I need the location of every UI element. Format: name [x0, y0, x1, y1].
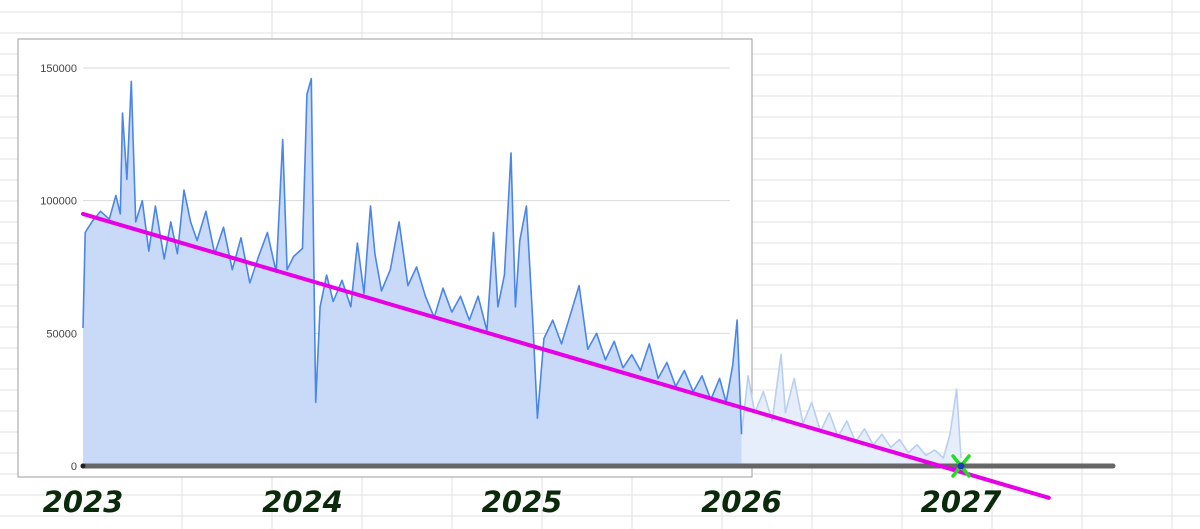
- actual-line: [82, 77, 743, 435]
- year-label-2024: 2024: [262, 485, 343, 519]
- trend-line-stroke: [81, 211, 1051, 500]
- actual-series: [82, 77, 743, 466]
- y-tick-label: 150000: [40, 63, 77, 75]
- trend-line: [81, 211, 1051, 500]
- y-axis-tick-labels: 150000 100000 50000 0: [40, 63, 77, 473]
- actual-area: [83, 78, 742, 466]
- baseline-origin-dot: [80, 463, 86, 469]
- year-label-2025: 2025: [482, 485, 563, 519]
- zero-crossing-marker: [951, 454, 971, 478]
- y-tick-label: 0: [71, 461, 77, 473]
- faded-projection-area: [741, 354, 961, 466]
- faded-projection-series: [740, 353, 962, 466]
- y-tick-label: 100000: [40, 196, 77, 208]
- year-label-2027: 2027: [921, 485, 1003, 519]
- year-labels: 2023 2024 2025 2026 2027: [43, 485, 1003, 519]
- faded-projection-line: [740, 353, 962, 459]
- year-label-2023: 2023: [43, 485, 124, 519]
- y-tick-label: 50000: [46, 328, 77, 340]
- year-label-2026: 2026: [701, 485, 782, 519]
- marker-center-dot: [957, 462, 965, 470]
